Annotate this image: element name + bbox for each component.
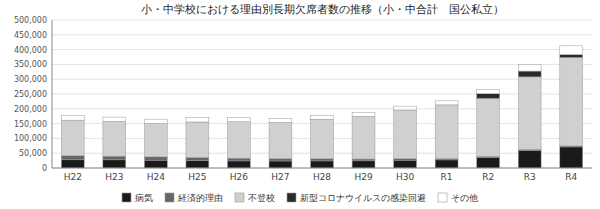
- bar: [477, 158, 500, 168]
- legend-label: その他: [451, 193, 478, 203]
- bar: [311, 119, 334, 159]
- x-tick-label: R1: [441, 172, 453, 182]
- bar: [269, 161, 292, 168]
- legend-label: 新型コロナウイルスの感染回避: [300, 193, 426, 203]
- bar: [311, 161, 334, 168]
- chart: 小・中学校における理由別長期欠席者数の推移（小・中合計 国公私立） 0 50,000…: [0, 0, 600, 209]
- grid-line: [52, 108, 592, 109]
- bar: [144, 157, 167, 160]
- bar: [186, 157, 209, 160]
- bar: [311, 159, 334, 161]
- bar: [311, 115, 334, 119]
- legend-swatch: [165, 193, 174, 202]
- bar: [518, 150, 541, 168]
- bar: [518, 77, 541, 150]
- bar: [394, 110, 417, 159]
- legend-label: 病気: [135, 193, 153, 203]
- bar: [394, 106, 417, 110]
- bar: [394, 160, 417, 168]
- bar: [228, 118, 251, 122]
- x-tick-label: R3: [524, 172, 536, 182]
- x-tick-label: H25: [188, 172, 206, 182]
- y-tick-label: 100,000: [14, 134, 47, 143]
- grid: [52, 20, 592, 168]
- bar: [144, 119, 167, 123]
- y-axis: [52, 20, 53, 168]
- bar: [61, 120, 84, 155]
- bar: [186, 122, 209, 157]
- bar: [518, 64, 541, 71]
- legend-label: 不登校: [248, 193, 275, 203]
- bar: [352, 112, 375, 116]
- bar: [61, 116, 84, 121]
- legend-swatch: [438, 193, 447, 202]
- bar: [352, 159, 375, 161]
- bar: [560, 57, 583, 146]
- y-tick-label: 0: [42, 164, 47, 173]
- bar: [518, 71, 541, 77]
- bar: [103, 117, 126, 121]
- bar: [186, 118, 209, 122]
- bar: [477, 94, 500, 99]
- bar: [228, 161, 251, 168]
- grid-line: [52, 94, 592, 95]
- grid-line: [52, 49, 592, 50]
- bar: [61, 160, 84, 168]
- bar: [435, 105, 458, 159]
- bar: [61, 156, 84, 160]
- y-tick-label: 450,000: [14, 31, 47, 40]
- bar: [269, 118, 292, 122]
- y-tick-label: 250,000: [14, 90, 47, 99]
- bar: [144, 160, 167, 168]
- bar: [269, 122, 292, 158]
- bar: [435, 101, 458, 105]
- legend-swatch: [122, 193, 131, 202]
- bar: [228, 158, 251, 161]
- x-tick-label: H27: [271, 172, 289, 182]
- x-tick-label: R2: [482, 172, 494, 182]
- bar: [560, 55, 583, 58]
- bar: [477, 98, 500, 156]
- x-tick-label: H24: [147, 172, 165, 182]
- x-tick-label: H22: [64, 172, 82, 182]
- y-tick-label: 500,000: [14, 16, 47, 25]
- x-axis: [52, 168, 592, 169]
- bar: [477, 89, 500, 93]
- bar: [103, 156, 126, 160]
- y-tick-label: 150,000: [14, 120, 47, 129]
- bar: [560, 46, 583, 55]
- bar: [352, 161, 375, 168]
- bar: [103, 160, 126, 168]
- bar: [144, 123, 167, 156]
- bar: [228, 122, 251, 158]
- legend: 病気 経済的理由 不登校 新型コロナウイルスの感染回避 その他: [122, 193, 478, 203]
- grid-line: [52, 168, 592, 169]
- bar: [352, 116, 375, 159]
- x-tick-label: H29: [354, 172, 372, 182]
- grid-line: [52, 20, 592, 21]
- y-tick-label: 300,000: [14, 75, 47, 84]
- bar: [435, 160, 458, 168]
- y-tick-label: 50,000: [19, 149, 47, 158]
- grid-line: [52, 64, 592, 65]
- bar: [269, 159, 292, 161]
- bars: [61, 46, 582, 168]
- x-tick-label: H26: [230, 172, 248, 182]
- x-tick-label: H30: [396, 172, 414, 182]
- x-tick-label: H28: [313, 172, 331, 182]
- grid-line: [52, 79, 592, 80]
- bar: [103, 121, 126, 156]
- legend-label: 経済的理由: [177, 193, 223, 203]
- x-tick-label: R4: [565, 172, 577, 182]
- x-tick-label: H23: [105, 172, 123, 182]
- grid-line: [52, 34, 592, 35]
- y-tick-label: 200,000: [14, 105, 47, 114]
- bar: [186, 160, 209, 168]
- y-tick-label: 400,000: [14, 46, 47, 55]
- legend-swatch: [287, 193, 296, 202]
- title: 小・中学校における理由別長期欠席者数の推移（小・中合計 国公私立）: [141, 3, 504, 16]
- legend-swatch: [235, 193, 244, 202]
- y-tick-label: 350,000: [14, 60, 47, 69]
- bar: [560, 147, 583, 168]
